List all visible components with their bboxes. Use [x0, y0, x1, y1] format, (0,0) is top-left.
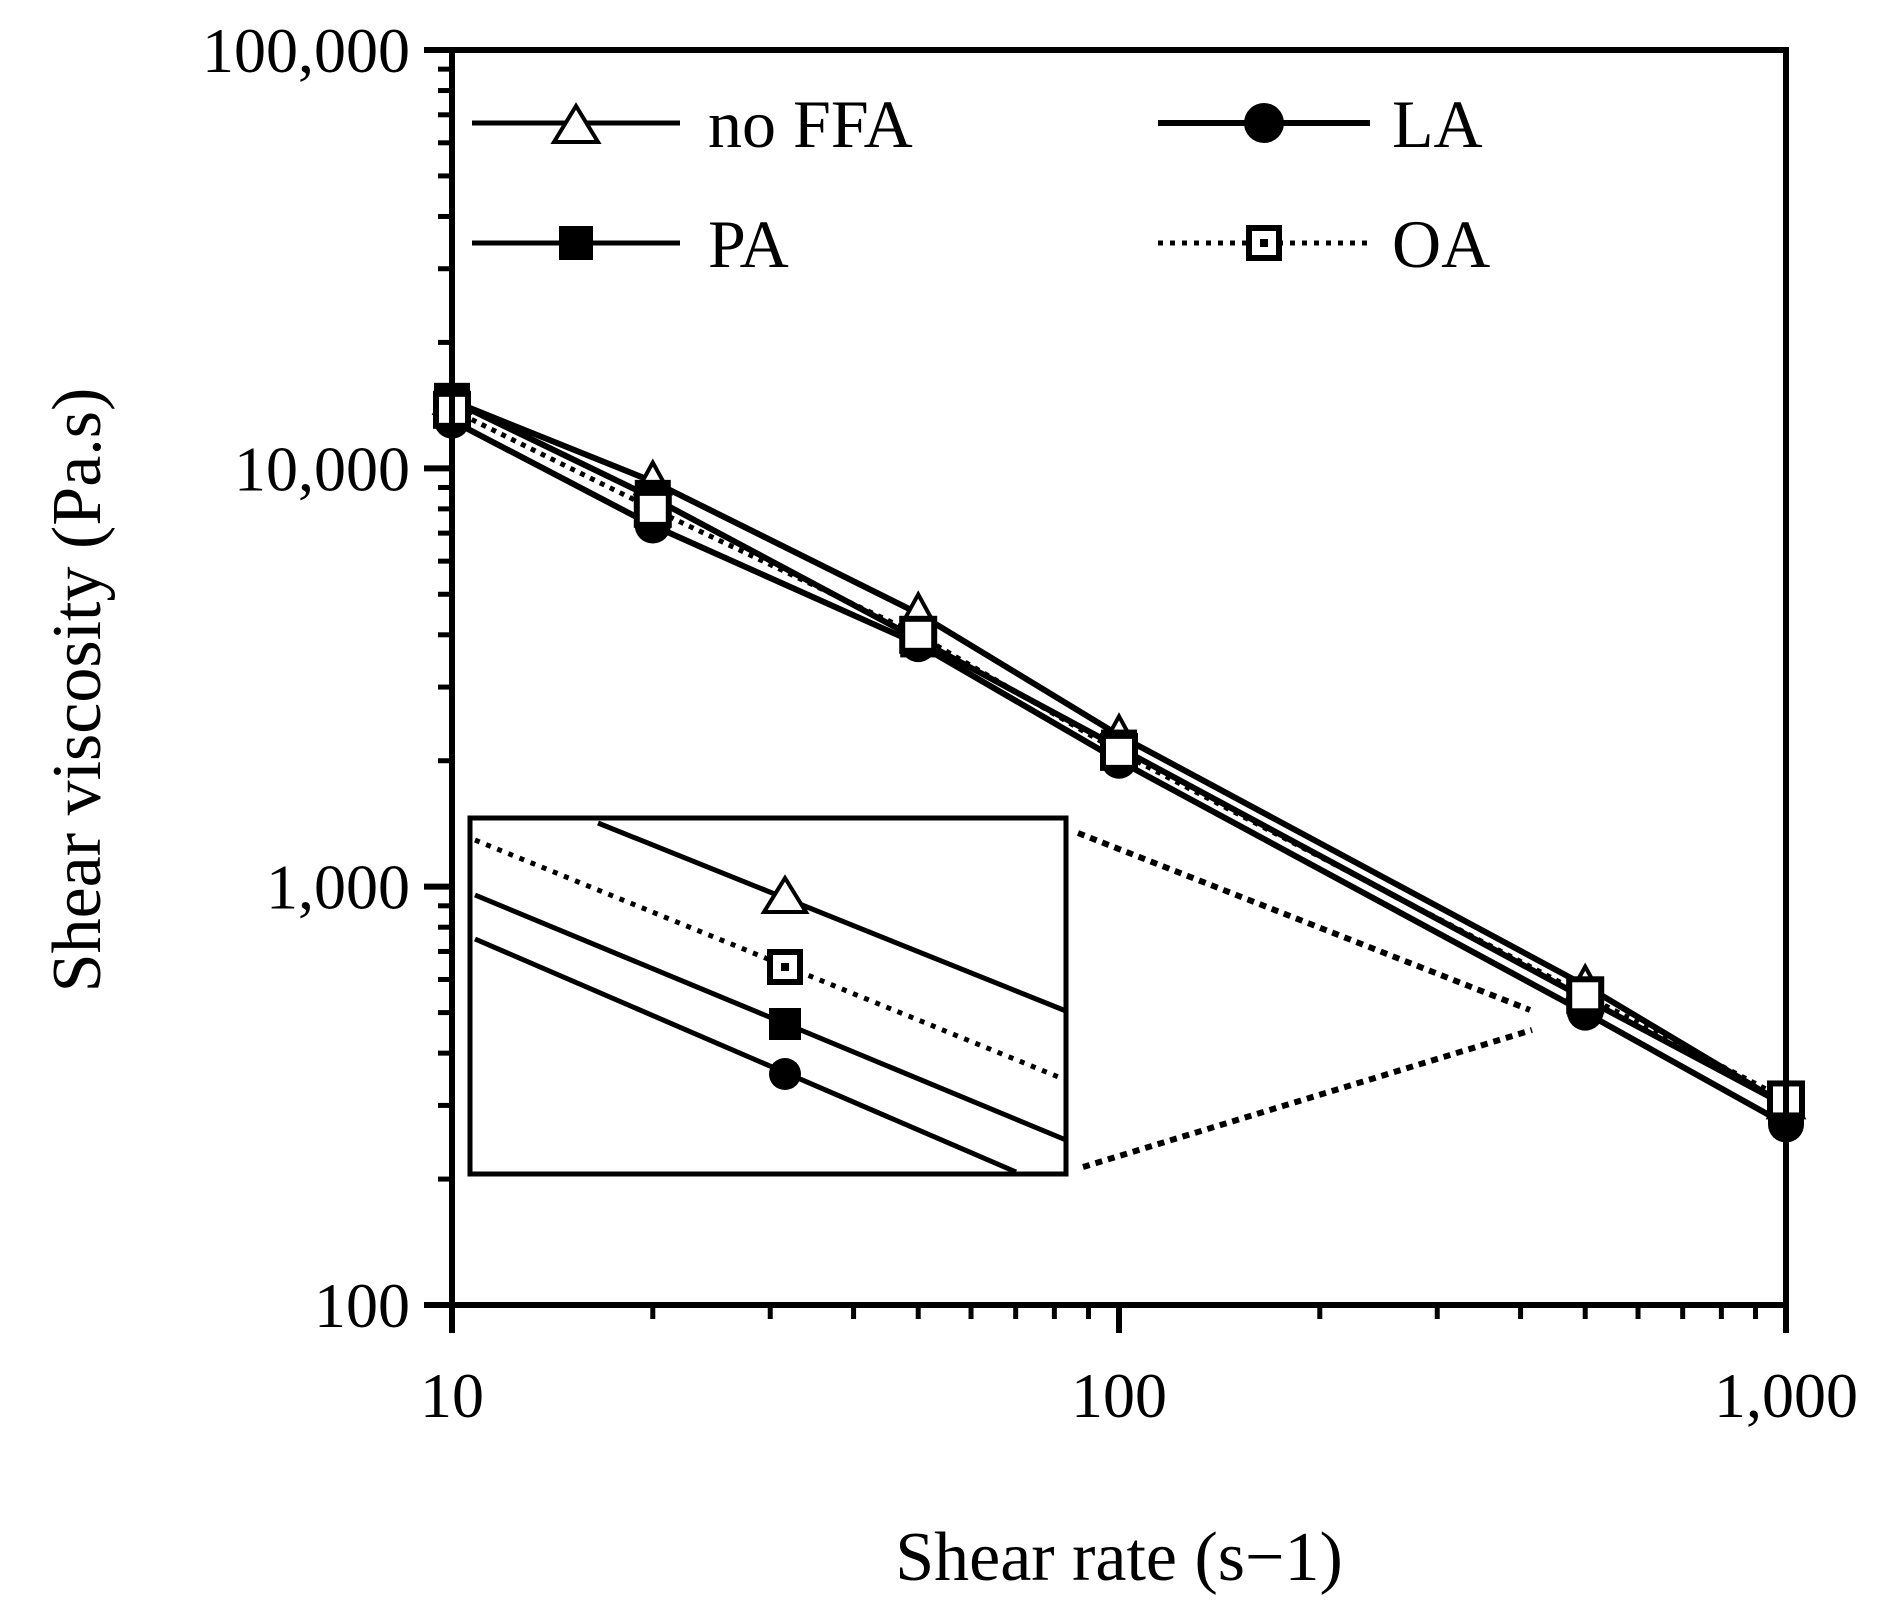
legend: no FFA LA PA OA — [472, 86, 1490, 282]
data-point-oa — [1100, 732, 1138, 771]
inset-marker-pa — [769, 1008, 801, 1040]
inset-frame — [467, 815, 1069, 1177]
legend-marker-la — [1244, 103, 1284, 143]
legend-item-la: LA — [1158, 86, 1483, 162]
series-line-la — [450, 418, 1788, 1128]
inset-zoom — [467, 815, 1533, 1177]
plot-frame — [449, 47, 1789, 1308]
legend-marker-oa-dot — [1260, 239, 1268, 247]
x-tick-label: 1,000 — [1714, 1360, 1858, 1431]
legend-label-no-ffa: no FFA — [708, 86, 913, 162]
inset-marker-la — [769, 1058, 801, 1090]
series-lines — [450, 398, 1788, 1128]
inset-line-no-ffa — [597, 820, 1067, 1014]
data-point-oa — [1566, 976, 1605, 1015]
legend-item-pa: PA — [472, 206, 789, 282]
legend-marker-no-ffa — [550, 102, 602, 144]
inset-series-no-ffa — [597, 820, 1067, 1014]
inset-line-la — [474, 936, 1017, 1175]
legend-item-no-ffa: no FFA — [472, 86, 913, 162]
legend-label-la: LA — [1392, 86, 1483, 162]
inset-marker-no-ffa — [760, 874, 810, 914]
x-tick-label: 100 — [1071, 1360, 1167, 1431]
x-axis-title: Shear rate (s−1) — [895, 1519, 1343, 1596]
y-tick-labels: 100 1,000 10,000 100,000 — [202, 15, 410, 1341]
y-tick-label: 10,000 — [234, 433, 410, 504]
x-tick-labels: 10 100 1,000 — [420, 1360, 1858, 1431]
y-axis-title: Shear viscosity (Pa.s) — [39, 388, 116, 993]
inset-line-oa — [474, 837, 1067, 1083]
legend-item-oa: OA — [1158, 206, 1490, 282]
series-line-oa — [450, 407, 1788, 1102]
major-ticks — [424, 47, 1789, 1333]
inset-connector-bottom — [1082, 1027, 1533, 1170]
data-point-oa — [899, 615, 938, 654]
legend-label-pa: PA — [708, 206, 789, 282]
inset-series-la — [474, 936, 1017, 1175]
y-tick-label: 100,000 — [202, 15, 410, 86]
series-line-no-ffa — [450, 398, 1788, 1108]
inset-connector-top — [1076, 830, 1532, 1013]
data-point-oa — [633, 489, 672, 528]
inset-series-oa — [474, 837, 1067, 1083]
series-line-pa — [450, 398, 1788, 1109]
legend-marker-pa — [559, 226, 593, 260]
inset-series-pa — [474, 892, 1067, 1143]
x-tick-label: 10 — [420, 1360, 484, 1431]
inset-marker-oa-dot — [781, 963, 789, 971]
y-tick-label: 100 — [314, 1270, 410, 1341]
legend-label-oa: OA — [1392, 206, 1490, 282]
y-tick-label: 1,000 — [266, 852, 410, 923]
